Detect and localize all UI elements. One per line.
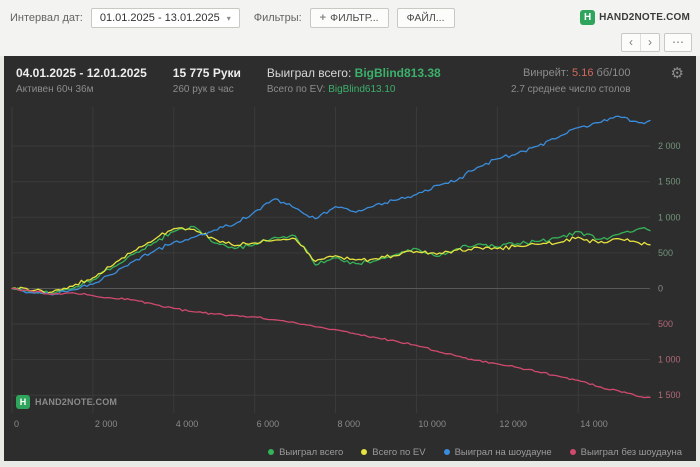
won-total-value: BigBlind813.38 (354, 66, 441, 80)
legend-item-4[interactable]: Выиграл без шоудауна (569, 446, 682, 458)
legend-item-1[interactable]: Выиграл всего (268, 447, 343, 458)
date-interval-value: 01.01.2025 - 13.01.2025 (99, 12, 220, 24)
svg-text:0: 0 (14, 419, 19, 429)
brand-text: HAND2NOTE.COM (599, 12, 690, 23)
nav-more-group: ⋯ (664, 33, 692, 52)
legend-label: Выиграл всего (279, 446, 344, 458)
legend-dot-icon (443, 449, 450, 455)
avg-tables: 2.7 среднее число столов (510, 84, 631, 95)
winrate-label: Винрейт: (522, 67, 569, 79)
nav-controls: ‹ › ⋯ (621, 33, 692, 52)
legend-label: Выиграл на шоудауне (454, 446, 552, 458)
legend-item-3[interactable]: Выиграл на шоудауне (443, 446, 552, 458)
svg-text:4 000: 4 000 (176, 419, 199, 429)
legend-label: Выиграл без шоудауна (580, 446, 682, 458)
nav-arrows-group: ‹ › (621, 33, 660, 52)
plus-icon: + (319, 12, 327, 24)
winnings-block: Выиграл всего: BigBlind813.38 Всего по E… (267, 65, 441, 97)
hands-count: 15 775 Руки (172, 66, 241, 80)
add-filter-button-label: ФИЛЬТР... (330, 12, 379, 24)
nav-prev-button[interactable]: ‹ (629, 35, 633, 49)
svg-text:1 000: 1 000 (658, 212, 681, 222)
svg-text:1 500: 1 500 (658, 390, 681, 400)
watermark-text: HAND2NOTE.COM (35, 397, 118, 407)
hands-per-hour: 260 рук в час (172, 84, 234, 95)
nav-next-button[interactable]: › (640, 34, 659, 51)
filters-label: Фильтры: (253, 12, 302, 24)
session-active-time: Активен 60ч 36м (16, 84, 94, 95)
winrate-units: бб/100 (596, 67, 631, 79)
winrate-block: Винрейт: 5.16 бб/100 2.7 среднее число с… (511, 65, 631, 97)
hand2note-logo-icon: H (580, 10, 596, 25)
svg-text:10 000: 10 000 (418, 419, 446, 429)
svg-text:1 000: 1 000 (658, 355, 681, 365)
svg-text:0: 0 (658, 283, 663, 293)
svg-text:14 000: 14 000 (580, 419, 608, 429)
legend-dot-icon (569, 449, 576, 455)
file-button-label: ФАЙЛ... (406, 12, 445, 24)
legend-dot-icon (361, 449, 368, 455)
session-date-range: 04.01.2025 - 12.01.2025 (16, 66, 147, 80)
legend-item-2[interactable]: Всего по EV (361, 446, 426, 458)
brand-logo: H HAND2NOTE.COM (580, 10, 690, 25)
add-filter-button[interactable]: + ФИЛЬТР... (309, 8, 389, 28)
svg-text:1 500: 1 500 (658, 177, 681, 187)
winrate-value: 5.16 (572, 67, 594, 79)
settings-gear-icon[interactable]: ⚙ (670, 65, 684, 82)
chart-watermark: H HAND2NOTE.COM (16, 395, 117, 409)
session-dates-block: 04.01.2025 - 12.01.2025 Активен 60ч 36м (16, 65, 147, 97)
top-toolbar: Интервал дат: 01.01.2025 - 13.01.2025 ▾ … (0, 0, 700, 56)
date-interval-selector[interactable]: 01.01.2025 - 13.01.2025 ▾ (90, 8, 240, 28)
date-interval-label: Интервал дат: (10, 12, 83, 24)
chart-legend: Выиграл всего Всего по EV Выиграл на шоуда… (4, 443, 696, 461)
winnings-chart-canvas: 0 2 000 4 000 6 000 8 000 10 000 12 000 14 000 2… (11, 107, 681, 429)
file-button[interactable]: ФАЙЛ... (396, 8, 455, 28)
winnings-graph: 0 2 000 4 000 6 000 8 000 10 000 12 000 14 000 2… (4, 99, 696, 443)
ev-total-value: BigBlind613.10 (328, 84, 396, 95)
svg-text:500: 500 (658, 319, 673, 329)
chevron-down-icon: ▾ (226, 13, 231, 23)
report-header: 04.01.2025 - 12.01.2025 Активен 60ч 36м … (4, 56, 696, 99)
legend-dot-icon (268, 449, 275, 455)
svg-text:6 000: 6 000 (257, 419, 280, 429)
legend-label: Всего по EV (372, 446, 426, 458)
ev-total-label: Всего по EV: (266, 84, 326, 95)
svg-text:500: 500 (658, 248, 673, 258)
won-total-label: Выиграл всего: (266, 66, 352, 80)
svg-text:2 000: 2 000 (658, 141, 681, 151)
hands-block: 15 775 Руки 260 рук в час (173, 65, 241, 97)
svg-text:2 000: 2 000 (95, 419, 118, 429)
nav-more-button[interactable]: ⋯ (672, 35, 684, 49)
svg-text:12 000: 12 000 (499, 419, 527, 429)
toolbar-row: Интервал дат: 01.01.2025 - 13.01.2025 ▾ … (0, 0, 700, 28)
hand2note-watermark-icon: H (16, 395, 30, 409)
report-panel: 04.01.2025 - 12.01.2025 Активен 60ч 36м … (4, 56, 696, 461)
svg-text:8 000: 8 000 (338, 419, 361, 429)
